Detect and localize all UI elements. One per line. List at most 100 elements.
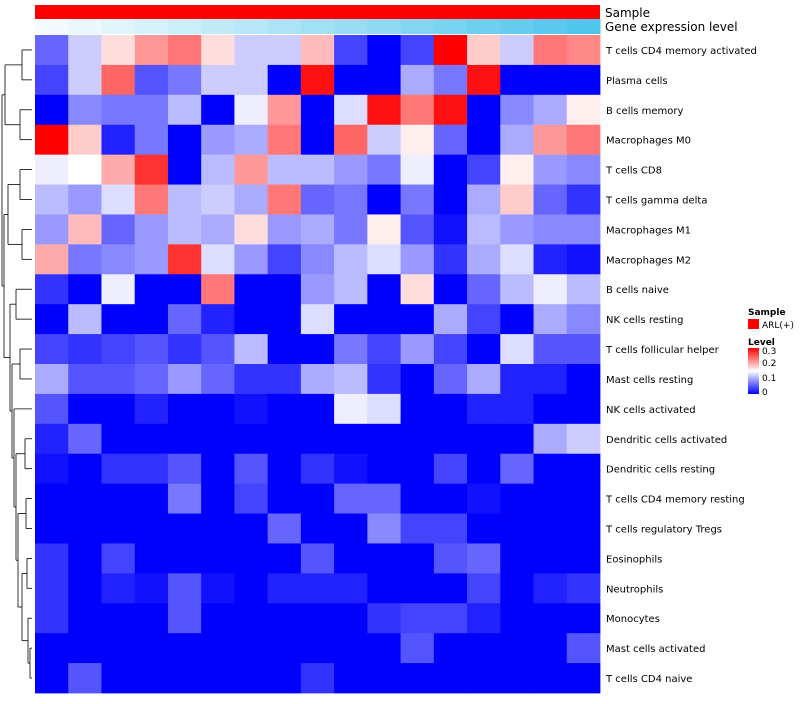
heatmap-cell xyxy=(201,483,235,514)
heatmap-cell xyxy=(433,184,468,215)
row-label: NK cells resting xyxy=(606,315,683,326)
heatmap-cell xyxy=(300,244,335,275)
heatmap-cell xyxy=(433,124,468,156)
heatmap-cell xyxy=(101,244,136,275)
legend-sample-swatch xyxy=(748,319,759,329)
heatmap-cell xyxy=(400,304,435,335)
heatmap-cell xyxy=(400,633,435,664)
heatmap-cell xyxy=(433,423,468,455)
heatmap-cell xyxy=(467,633,501,664)
heatmap-cell xyxy=(566,364,601,395)
heatmap-cell xyxy=(566,393,601,425)
heatmap-cell xyxy=(134,393,169,425)
heatmap-cell xyxy=(334,334,368,365)
row-label: T cells CD4 memory resting xyxy=(605,495,745,506)
heatmap-cell xyxy=(234,543,269,574)
heatmap-cell xyxy=(35,64,69,96)
heatmap-cell xyxy=(234,453,269,485)
heatmap-cell xyxy=(101,154,136,185)
heatmap-cell xyxy=(167,453,202,485)
heatmap-cell xyxy=(201,304,235,335)
heatmap-cell xyxy=(334,513,368,544)
heatmap-cell xyxy=(533,543,568,574)
heatmap-cell xyxy=(400,423,435,455)
heatmap-cell xyxy=(400,334,435,365)
heatmap-cell xyxy=(300,94,335,126)
legend-level-title: Level xyxy=(748,338,775,348)
heatmap-cell xyxy=(433,513,468,544)
heatmap-cell xyxy=(467,214,501,245)
row-label: Mast cells resting xyxy=(606,375,693,386)
annotation-cell-gene-expression xyxy=(267,19,302,34)
heatmap-cell xyxy=(68,513,102,544)
heatmap-cell xyxy=(101,334,136,365)
heatmap-cell xyxy=(134,64,169,96)
heatmap-cell xyxy=(35,35,69,66)
heatmap-cell xyxy=(400,453,435,485)
heatmap-cell xyxy=(201,35,235,66)
heatmap-cell xyxy=(533,124,568,156)
heatmap-cell xyxy=(300,274,335,305)
heatmap-cell xyxy=(566,603,601,634)
heatmap-cell xyxy=(68,184,102,215)
heatmap-cell xyxy=(300,35,335,66)
heatmap-cell xyxy=(134,603,169,634)
heatmap-cell xyxy=(533,453,568,485)
heatmap-cell xyxy=(134,483,169,514)
heatmap-cell xyxy=(433,573,468,604)
heatmap-cell xyxy=(400,513,435,544)
annotation-cell-gene-expression xyxy=(400,19,435,34)
heatmap-cell xyxy=(566,573,601,604)
heatmap-cell xyxy=(334,214,368,245)
heatmap-cell xyxy=(234,304,269,335)
heatmap-cell xyxy=(433,334,468,365)
heatmap-cell xyxy=(267,513,302,544)
heatmap-cell xyxy=(400,124,435,156)
heatmap-cell xyxy=(400,393,435,425)
heatmap-cell xyxy=(566,214,601,245)
heatmap-cell xyxy=(334,244,368,275)
heatmap-cell xyxy=(533,633,568,664)
heatmap-cell xyxy=(467,304,501,335)
heatmap-cell xyxy=(533,94,568,126)
heatmap-cell xyxy=(201,633,235,664)
heatmap-cell xyxy=(167,184,202,215)
heatmap-cell xyxy=(433,35,468,66)
heatmap-cell xyxy=(367,334,401,365)
heatmap-cell xyxy=(68,393,102,425)
heatmap-cell xyxy=(167,663,202,694)
heatmap-cell xyxy=(533,274,568,305)
heatmap-cell xyxy=(68,94,102,126)
heatmap-cell xyxy=(433,603,468,634)
heatmap-cell xyxy=(35,423,69,455)
heatmap-cell xyxy=(134,214,169,245)
heatmap-cell xyxy=(566,184,601,215)
heatmap-cell xyxy=(400,603,435,634)
heatmap-cell xyxy=(267,244,302,275)
heatmap-cell xyxy=(566,543,601,574)
heatmap-cell xyxy=(68,334,102,365)
heatmap-cell xyxy=(367,124,401,156)
heatmap-cell xyxy=(400,214,435,245)
heatmap-cell xyxy=(68,154,102,185)
heatmap-cell xyxy=(300,423,335,455)
heatmap-cell xyxy=(35,573,69,604)
heatmap-cell xyxy=(367,483,401,514)
heatmap-cell xyxy=(500,633,534,664)
heatmap-cell xyxy=(433,244,468,275)
heatmap-cell xyxy=(467,124,501,156)
heatmap-cell xyxy=(533,573,568,604)
heatmap-cell xyxy=(566,124,601,156)
heatmap-cell xyxy=(300,483,335,514)
heatmap-cell xyxy=(300,364,335,395)
heatmap-cell xyxy=(566,94,601,126)
annotation-cell-gene-expression xyxy=(300,19,335,34)
row-label: B cells naive xyxy=(606,285,669,296)
heatmap-cell xyxy=(367,513,401,544)
heatmap-cell xyxy=(467,94,501,126)
heatmap-cell xyxy=(334,663,368,694)
legend-tick-0: 0 xyxy=(762,388,768,398)
heatmap-cell xyxy=(267,214,302,245)
heatmap-cell xyxy=(201,364,235,395)
heatmap-cell xyxy=(134,663,169,694)
